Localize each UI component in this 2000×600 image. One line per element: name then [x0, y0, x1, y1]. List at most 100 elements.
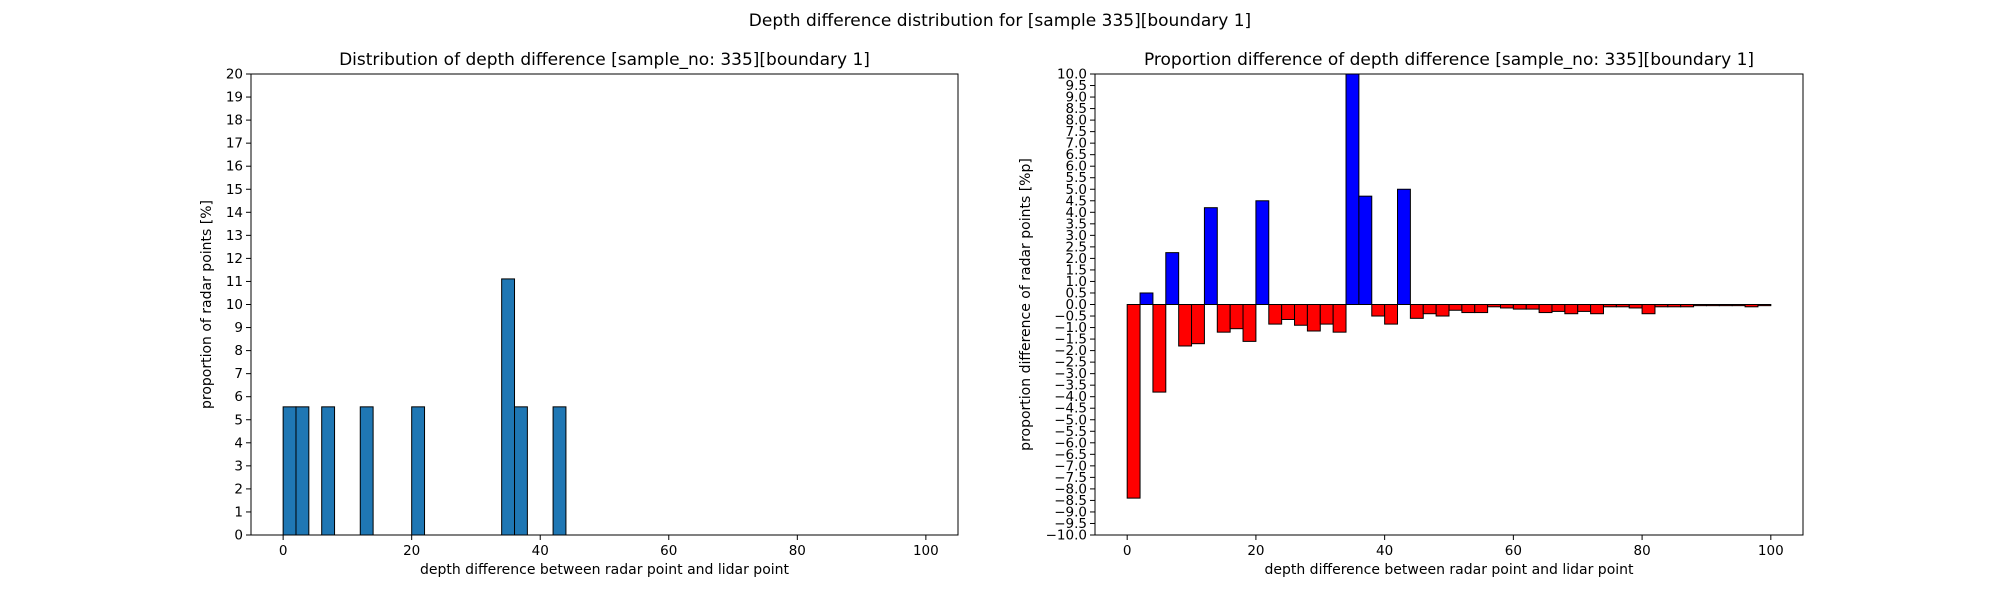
y-tick-label: 12 — [226, 251, 243, 267]
bar — [1590, 304, 1604, 315]
y-tick-label: 10 — [226, 297, 243, 313]
bar — [1306, 304, 1321, 332]
bar — [1577, 304, 1592, 312]
bar — [1203, 207, 1218, 305]
y-tick-label: 17 — [226, 136, 243, 152]
x-tick-label: 60 — [660, 543, 677, 559]
bar — [1345, 73, 1360, 305]
bar — [359, 406, 374, 536]
x-tick-label: 20 — [403, 543, 420, 559]
y-tick-label: 4.5 — [1066, 193, 1087, 209]
y-tick-label: 6.5 — [1066, 147, 1087, 163]
bar — [1371, 304, 1386, 317]
bar — [1139, 292, 1154, 306]
bar — [1152, 304, 1167, 393]
bar — [1757, 304, 1772, 307]
bar — [514, 406, 528, 536]
bar — [1499, 304, 1514, 309]
x-tick-label: 60 — [1505, 543, 1522, 559]
bar — [1474, 304, 1489, 314]
y-tick-label: 10.0 — [1057, 67, 1087, 83]
bar — [501, 278, 516, 536]
bar — [1397, 188, 1411, 305]
bar — [1551, 304, 1566, 312]
y-tick-label: −3.0 — [1054, 366, 1087, 382]
y-tick-label: 5 — [234, 412, 243, 428]
bar — [1281, 304, 1296, 320]
y-tick-label: 11 — [226, 274, 243, 290]
bar — [1564, 304, 1579, 315]
bar — [1319, 304, 1334, 325]
bar — [1409, 304, 1424, 319]
y-tick-label: −4.5 — [1054, 401, 1087, 417]
y-tick-label: 0.0 — [1066, 297, 1087, 313]
x-tick-label: 0 — [1123, 543, 1132, 559]
bar — [1693, 304, 1707, 307]
bar — [1512, 304, 1527, 310]
chart-title: Proportion difference of depth differenc… — [1144, 50, 1754, 70]
bar — [1744, 304, 1759, 308]
y-tick-label: 1.0 — [1066, 274, 1087, 290]
y-tick-label: 3.0 — [1066, 228, 1087, 244]
bar — [1718, 304, 1733, 307]
bar — [1731, 304, 1746, 307]
bar — [1461, 304, 1476, 314]
x-tick-label: 40 — [532, 543, 549, 559]
y-tick-label: −2.5 — [1054, 355, 1087, 371]
bar — [1178, 304, 1193, 347]
bar — [1268, 304, 1283, 325]
bar — [1191, 304, 1205, 345]
x-axis-label: depth difference between radar point and… — [1264, 562, 1634, 578]
y-tick-label: 5.5 — [1066, 170, 1087, 186]
proportion-difference-chart: Proportion difference of depth differenc… — [1018, 50, 1804, 578]
bar — [1358, 195, 1373, 305]
y-tick-label: −10.0 — [1046, 528, 1087, 544]
bar — [1667, 304, 1682, 308]
y-tick-label: 9 — [234, 320, 243, 336]
y-tick-label: 19 — [226, 90, 243, 106]
bar — [1654, 304, 1669, 308]
x-axis-label: depth difference between radar point and… — [420, 562, 790, 578]
y-tick-label: 7.0 — [1066, 136, 1087, 152]
bar — [1435, 304, 1450, 317]
y-tick-label: 0 — [234, 528, 243, 544]
y-tick-label: 1.5 — [1066, 262, 1087, 278]
bar — [1628, 304, 1643, 309]
y-tick-label: −0.5 — [1054, 309, 1087, 325]
y-tick-label: 8 — [234, 343, 243, 359]
y-tick-label: −7.5 — [1054, 470, 1087, 486]
y-tick-label: −9.5 — [1054, 516, 1087, 532]
bar — [1705, 304, 1720, 307]
bar — [1641, 304, 1656, 315]
distribution-chart: Distribution of depth difference [sample… — [199, 50, 959, 578]
bar — [1255, 200, 1270, 305]
y-tick-label: −8.0 — [1054, 481, 1087, 497]
y-tick-label: −2.0 — [1054, 343, 1087, 359]
bar — [1242, 304, 1257, 342]
y-axis-label: proportion of radar points [%] — [199, 200, 215, 409]
y-tick-label: 16 — [226, 159, 243, 175]
x-tick-label: 80 — [1633, 543, 1650, 559]
y-axis-label: proportion difference of radar points [%… — [1018, 158, 1034, 451]
y-tick-label: −5.0 — [1054, 412, 1087, 428]
y-tick-label: 8.5 — [1066, 101, 1087, 117]
y-tick-label: −1.0 — [1054, 320, 1087, 336]
bar — [411, 406, 426, 536]
y-tick-label: 5.0 — [1066, 182, 1087, 198]
bar — [1229, 304, 1244, 330]
y-tick-label: 8.0 — [1066, 113, 1087, 129]
y-tick-label: 2.0 — [1066, 251, 1087, 267]
y-tick-label: −5.5 — [1054, 424, 1087, 440]
x-tick-label: 20 — [1247, 543, 1264, 559]
bar — [1332, 304, 1347, 333]
bar — [282, 406, 297, 536]
y-tick-label: −7.0 — [1054, 458, 1087, 474]
bar — [1384, 304, 1399, 325]
y-tick-label: −6.0 — [1054, 435, 1087, 451]
y-tick-label: 15 — [226, 182, 243, 198]
y-tick-label: −3.5 — [1054, 378, 1087, 394]
y-tick-label: 6 — [234, 389, 243, 405]
y-tick-label: 9.5 — [1066, 78, 1087, 94]
